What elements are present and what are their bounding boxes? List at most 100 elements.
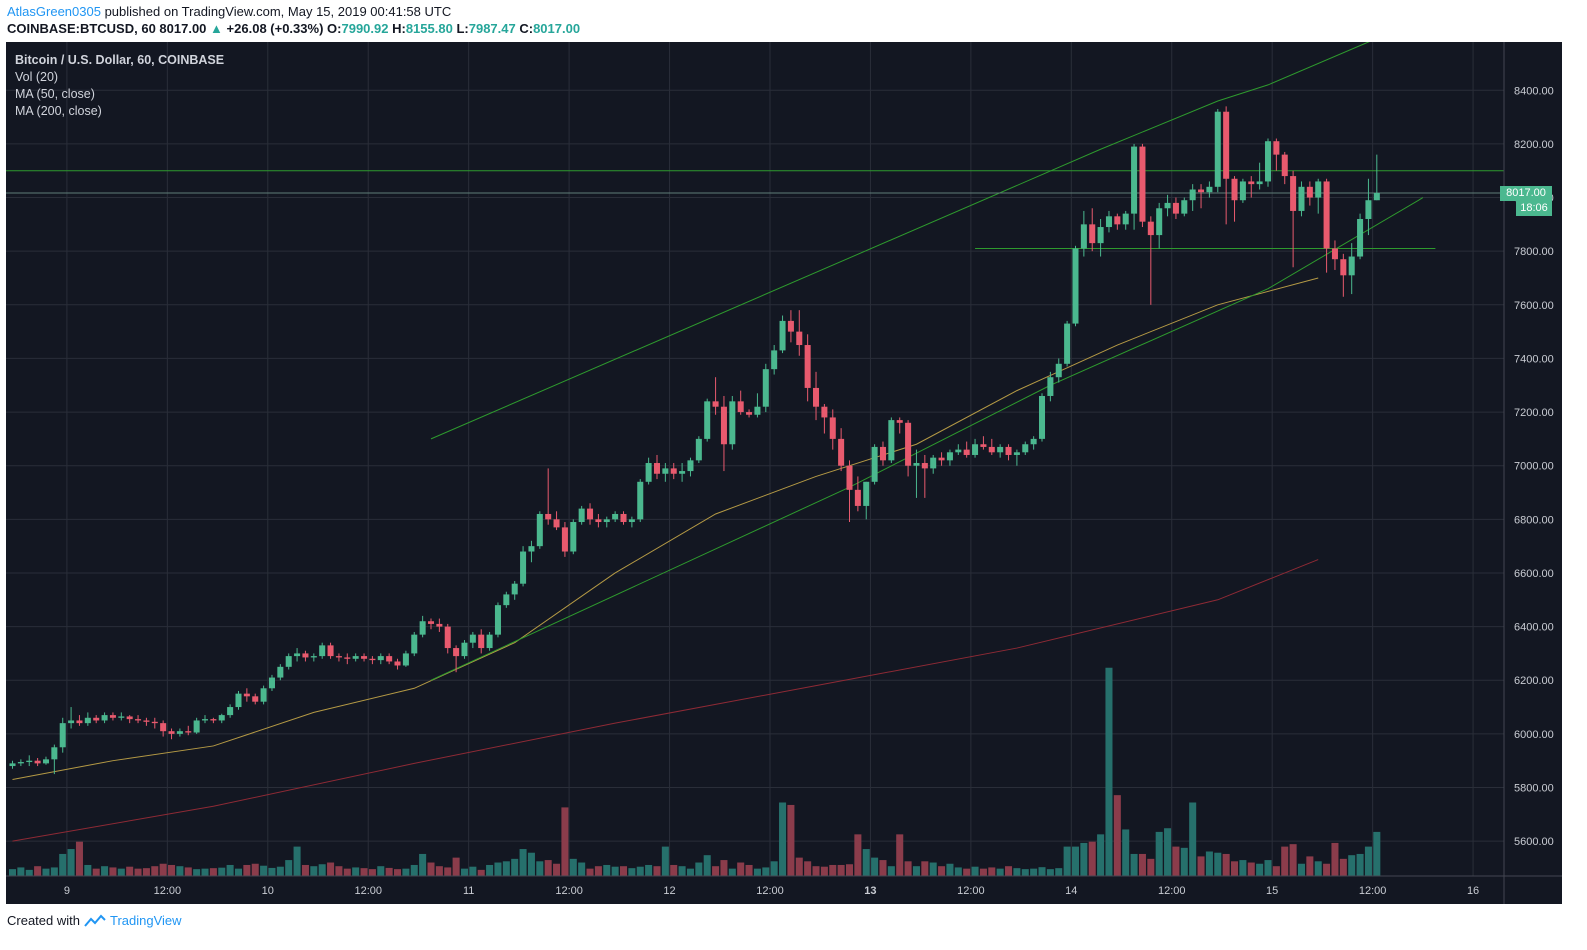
volume-bar: [854, 834, 862, 876]
candle-body: [1298, 186, 1305, 211]
price-tick-label: 6800.00: [1514, 514, 1554, 526]
candle-body: [628, 519, 635, 523]
volume-bar: [686, 868, 694, 876]
author-link[interactable]: AtlasGreen0305: [7, 4, 101, 19]
candle-body: [1214, 111, 1221, 187]
candle-body: [1239, 181, 1246, 201]
volume-bar: [1013, 868, 1021, 876]
volume-bar: [527, 852, 535, 876]
low-value: 7987.47: [468, 21, 516, 36]
candle-body: [1030, 438, 1037, 445]
candle-body: [1072, 248, 1079, 324]
price-tick-label: 7400.00: [1514, 353, 1554, 365]
volume-bar: [101, 866, 109, 876]
price-tick-label: 6200.00: [1514, 675, 1554, 687]
volume-bar: [779, 802, 787, 876]
candle-body: [1357, 218, 1364, 257]
up-arrow-icon: ▲: [210, 21, 223, 36]
change-value: +26.08 (+0.33%): [226, 21, 324, 36]
volume-bar: [979, 868, 987, 876]
volume-bar: [1063, 846, 1071, 876]
candle-body: [402, 653, 409, 666]
chart-background: [6, 42, 1562, 904]
candle-body: [595, 519, 602, 523]
ma50-line: [12, 277, 1319, 780]
candle-body: [1105, 216, 1112, 228]
candle-body: [1340, 259, 1347, 276]
candle-body: [17, 762, 24, 764]
chart-canvas[interactable]: 5600.00 5800.00 6000.00 6200.00 6400.00 6600.…: [6, 42, 1562, 904]
volume-bar: [586, 868, 594, 876]
time-tick-label: 12:00: [756, 885, 784, 897]
candle-body: [787, 320, 794, 332]
ohlc-bar: COINBASE:BTCUSD, 60 8017.00 ▲ +26.08 (+0…: [7, 21, 580, 36]
volume-bar: [745, 864, 753, 876]
volume-bar: [619, 866, 628, 876]
price-tick-label: 6600.00: [1514, 568, 1554, 580]
candle-body: [344, 657, 351, 659]
volume-bar: [762, 867, 770, 876]
volume-bar: [1331, 842, 1339, 876]
chart-legend: Bitcoin / U.S. Dollar, 60, COINBASE Vol …: [15, 52, 224, 120]
high-value: 8155.80: [405, 21, 453, 36]
volume-bar: [1030, 868, 1038, 876]
volume-bar: [134, 868, 142, 876]
volume-bar: [8, 869, 17, 876]
volume-bar: [988, 867, 996, 876]
candle-body: [352, 656, 359, 659]
candle-body: [612, 513, 619, 520]
candle-body: [896, 420, 903, 423]
candle-body: [838, 438, 845, 466]
volume-bar: [394, 869, 402, 876]
candle-body: [561, 527, 568, 552]
candle-body: [1080, 224, 1087, 249]
candle-body: [151, 721, 158, 724]
open-value: 7990.92: [341, 21, 389, 36]
candle-body: [1022, 444, 1029, 453]
candle-body: [1373, 192, 1380, 201]
volume-bar: [1130, 853, 1138, 876]
candle-body: [813, 387, 820, 407]
volume-bar: [327, 862, 335, 876]
volume-bar: [561, 807, 569, 876]
time-tick-label: 12:00: [154, 885, 182, 897]
volume-bar: [209, 868, 217, 876]
time-tick-label: 12:00: [1359, 885, 1387, 897]
volume-bar: [1205, 851, 1213, 876]
candle-body: [1156, 208, 1163, 236]
volume-bar: [1297, 863, 1305, 876]
candle-body: [1281, 154, 1288, 177]
candle-body: [528, 546, 535, 552]
volume-bar: [1021, 869, 1029, 876]
candle-body: [746, 412, 753, 415]
candle-body: [1139, 146, 1146, 222]
candle-body: [302, 653, 309, 658]
price-tick-label: 5600.00: [1514, 836, 1554, 848]
candle-body: [218, 715, 225, 721]
volume-bar: [1046, 869, 1054, 876]
candle-body: [1047, 377, 1054, 396]
volume-bar: [1180, 847, 1188, 876]
candle-body: [453, 648, 460, 657]
candle-body: [503, 594, 510, 606]
candle-body: [754, 406, 761, 415]
volume-bar: [477, 869, 485, 876]
volume-bar: [795, 857, 803, 876]
volume-bar: [260, 865, 268, 876]
bar-countdown: 18:06: [1516, 200, 1552, 216]
volume-bar: [1231, 861, 1239, 876]
volume-bar: [1306, 856, 1314, 876]
candle-body: [637, 481, 644, 520]
candle-body: [84, 717, 91, 724]
candle-body: [545, 513, 552, 520]
candle-body: [1198, 189, 1205, 193]
volume-bar: [368, 869, 376, 876]
volume-bar: [352, 867, 360, 876]
tradingview-brand[interactable]: TradingView: [109, 913, 182, 928]
channel-upper-trendline: [430, 42, 1370, 440]
volume-bar: [1339, 858, 1347, 876]
chart-area[interactable]: 5600.00 5800.00 6000.00 6200.00 6400.00 6600.…: [6, 42, 1562, 904]
candle-body: [101, 715, 108, 721]
candle-body: [737, 401, 744, 413]
volume-bar: [1323, 863, 1331, 876]
